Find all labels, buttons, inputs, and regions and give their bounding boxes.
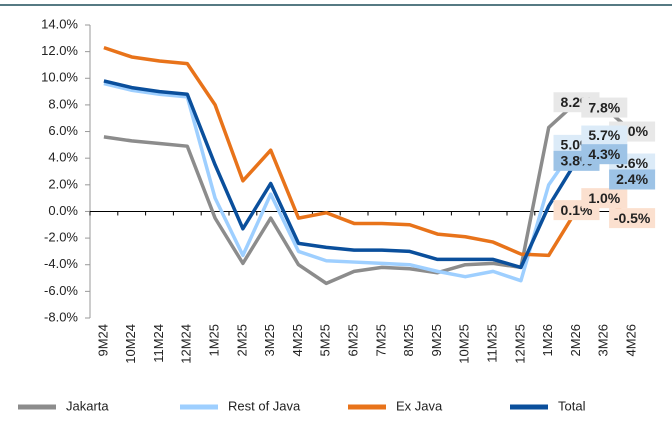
y-tick-label: 8.0% [48, 96, 78, 111]
value-label: 5.7% [588, 127, 620, 143]
value-label-box [581, 188, 628, 209]
y-tick-label: -4.0% [44, 256, 78, 271]
value-label-box [581, 144, 628, 165]
x-tick-label: 1M26 [540, 324, 555, 357]
value-label-box [609, 169, 656, 190]
value-label: 1.0% [588, 190, 620, 206]
value-label-box [581, 97, 628, 118]
y-tick-label: 14.0% [41, 16, 78, 31]
x-tick-label: 8M25 [401, 324, 416, 357]
x-tick-label: 9M24 [95, 324, 110, 357]
x-tick-label: 9M25 [429, 324, 444, 357]
value-label: 4.3% [588, 146, 620, 162]
series-line [103, 45, 634, 258]
x-tick-label: 5M25 [318, 324, 333, 357]
x-tick-label: 12M24 [179, 324, 194, 364]
series-line [103, 100, 634, 286]
x-tick-label: 1M25 [207, 324, 222, 357]
x-tick-label: 7M25 [373, 324, 388, 357]
y-tick-label: 6.0% [48, 123, 78, 138]
x-tick-label: 3M26 [596, 324, 611, 357]
x-tick-label: 4M26 [624, 324, 639, 357]
x-tick-label: 12M25 [512, 324, 527, 364]
legend-label: Total [558, 398, 586, 413]
value-label: 7.8% [588, 99, 620, 115]
value-label: -0.5% [614, 210, 651, 226]
y-tick-label: 12.0% [41, 43, 78, 58]
value-label-box [609, 208, 656, 229]
x-tick-label: 10M24 [123, 324, 138, 364]
x-tick-label: 2M25 [234, 324, 249, 357]
y-tick-label: -8.0% [44, 309, 78, 324]
x-tick-label: 11M24 [151, 324, 166, 363]
y-tick-label: 10.0% [41, 70, 78, 85]
x-tick-label: 10M25 [457, 324, 472, 364]
x-tick-label: 11M25 [485, 324, 500, 363]
x-tick-label: 4M25 [290, 324, 305, 357]
legend-label: Rest of Java [228, 398, 301, 413]
x-tick-label: 2M26 [568, 324, 583, 357]
series-line [103, 81, 634, 283]
value-label-box [581, 125, 628, 146]
x-tick-label: 6M25 [346, 324, 361, 357]
legend-label: Jakarta [66, 398, 109, 413]
series-line [103, 79, 634, 270]
x-tick-label: 3M25 [262, 324, 277, 357]
y-tick-label: 0.0% [48, 203, 78, 218]
y-tick-label: -6.0% [44, 283, 78, 298]
value-label: 2.4% [616, 171, 648, 187]
y-tick-label: 4.0% [48, 150, 78, 165]
y-tick-label: -2.0% [44, 230, 78, 245]
y-tick-label: 2.0% [48, 176, 78, 191]
legend-label: Ex Java [396, 398, 443, 413]
